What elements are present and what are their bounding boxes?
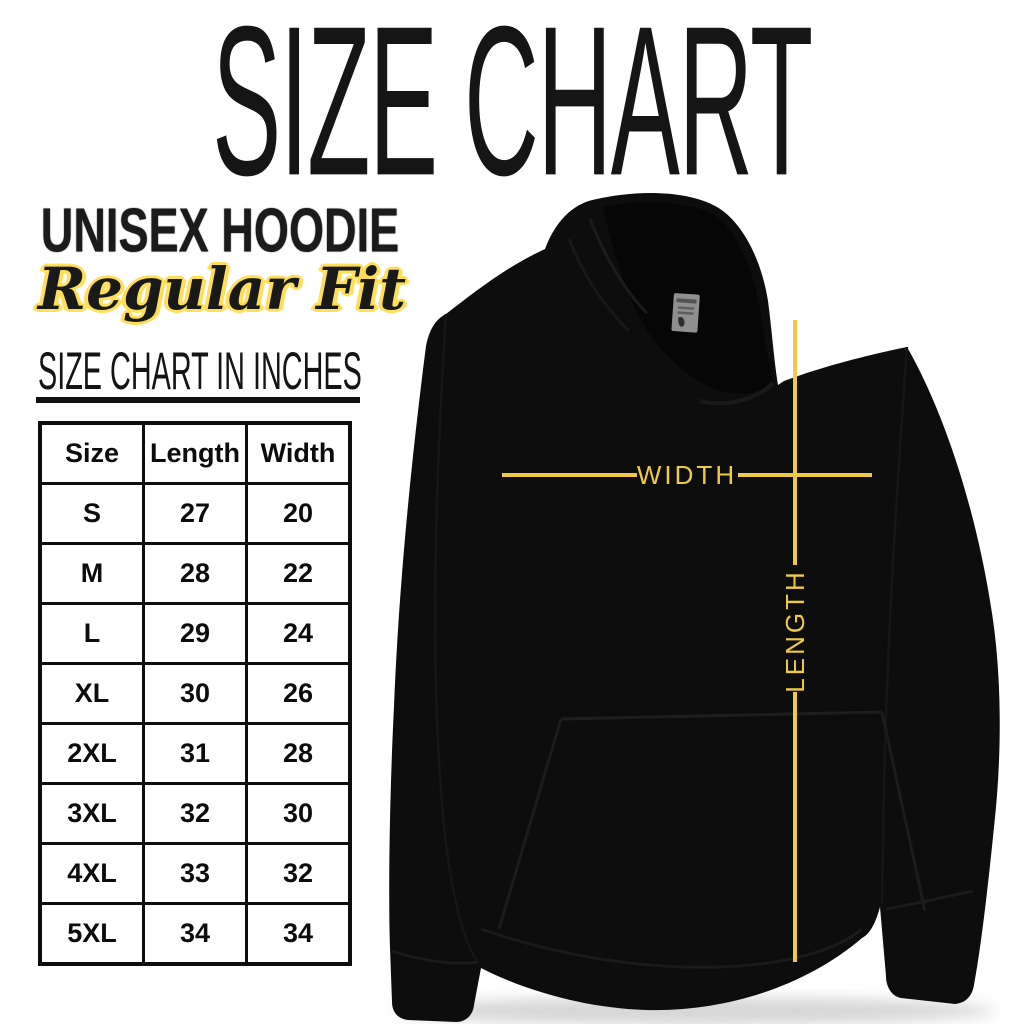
cell-length: 30: [142, 662, 248, 725]
table-row: 4XL 33 32: [38, 842, 352, 905]
cell-size: XL: [38, 662, 145, 725]
ground-shadow: [395, 997, 995, 1024]
table-header-row: Size Length Width: [38, 421, 352, 485]
fit-style: Regular Fit: [37, 255, 407, 323]
cell-length: 29: [142, 602, 248, 665]
cell-size: 4XL: [38, 842, 145, 905]
table-row: XL 30 26: [38, 662, 352, 725]
cell-width: 32: [245, 842, 352, 905]
neck-tag: [671, 293, 700, 333]
cell-size: M: [38, 542, 145, 605]
cell-width: 28: [245, 722, 352, 785]
table-row: S 27 20: [38, 482, 352, 545]
heading-underline: [36, 397, 360, 403]
cell-size: L: [38, 602, 145, 665]
table-row: 3XL 32 30: [38, 782, 352, 845]
hood-fold: [567, 238, 631, 333]
width-label: WIDTH: [637, 460, 737, 490]
cell-length: 32: [142, 782, 248, 845]
cell-width: 20: [245, 482, 352, 545]
cell-size: S: [38, 482, 145, 545]
cell-width: 34: [245, 902, 352, 966]
product-name: UNISEX HOODIE: [40, 197, 400, 266]
hoodie-body: [389, 193, 1000, 1023]
hoodie-measurement-diagram: WIDTH LENGTH: [389, 193, 1000, 1024]
column-header-width: Width: [245, 421, 352, 485]
hem-seam: [480, 927, 863, 969]
hoodie-photo: WIDTH LENGTH: [385, 185, 1024, 1024]
cell-size: 2XL: [38, 722, 145, 785]
cell-width: 22: [245, 542, 352, 605]
cell-length: 34: [142, 902, 248, 966]
pocket-seam: [560, 710, 883, 721]
cell-size: 5XL: [38, 902, 145, 966]
table-row: M 28 22: [38, 542, 352, 605]
table-row: 2XL 31 28: [38, 722, 352, 785]
cell-width: 26: [245, 662, 352, 725]
pocket-seam: [497, 718, 563, 930]
collar-seam: [699, 381, 775, 406]
cell-width: 24: [245, 602, 352, 665]
table-heading: SIZE CHART IN INCHES: [38, 342, 362, 401]
size-table: Size Length Width S 27 20 M 28 22 L 29 2…: [38, 421, 352, 966]
measurement-overlay: WIDTH LENGTH: [502, 320, 872, 962]
shoulder-seam: [433, 313, 479, 962]
column-header-length: Length: [142, 421, 248, 485]
cell-length: 27: [142, 482, 248, 545]
cell-length: 31: [142, 722, 248, 785]
table-row: 5XL 34 34: [38, 902, 352, 966]
table-row: L 29 24: [38, 602, 352, 665]
cell-width: 30: [245, 782, 352, 845]
cuff-seam: [391, 949, 479, 965]
cell-size: 3XL: [38, 782, 145, 845]
cell-length: 28: [142, 542, 248, 605]
shoulder-seam: [880, 346, 909, 904]
page-title: SIZE CHART: [212, 0, 813, 220]
column-header-size: Size: [38, 421, 145, 485]
cuff-seam: [885, 889, 974, 911]
pocket-seam: [880, 711, 927, 912]
length-label: LENGTH: [780, 569, 810, 692]
hood-fold: [588, 218, 649, 315]
cell-length: 33: [142, 842, 248, 905]
